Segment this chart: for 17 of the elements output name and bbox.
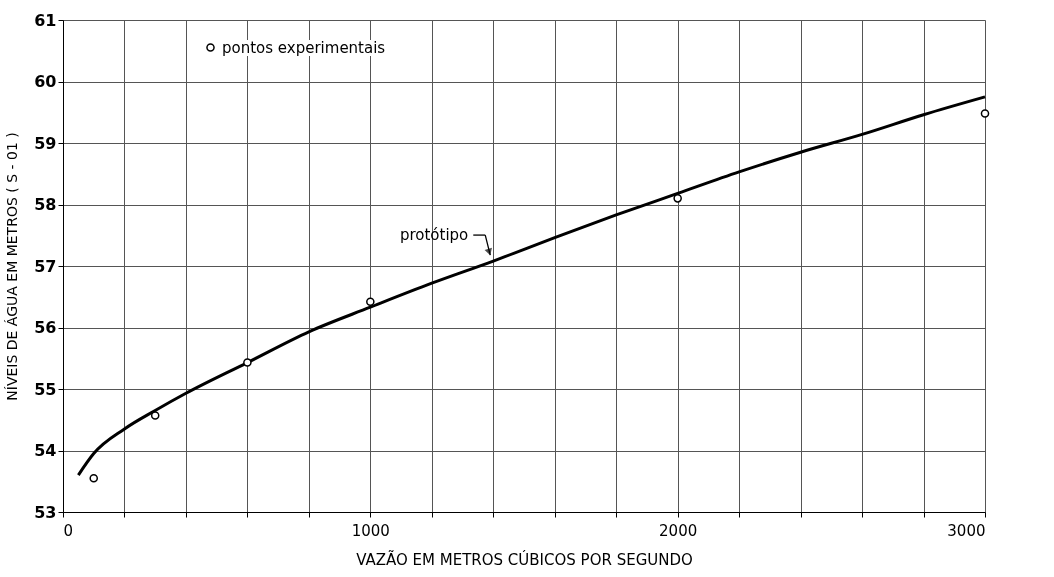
y-tick-label: 57 xyxy=(34,256,57,276)
y-tick-label: 55 xyxy=(34,379,57,399)
y-tick-label: 54 xyxy=(34,441,57,460)
y-tick-label: 58 xyxy=(34,195,57,214)
y-tick-label: 60 xyxy=(34,72,57,91)
x-tick-label: 1000 xyxy=(351,521,390,540)
line-series xyxy=(76,95,987,477)
y-tick-label: 56 xyxy=(34,318,57,337)
y-tick-label: 53 xyxy=(34,502,57,522)
x-tick-label: 3000 xyxy=(947,521,986,540)
x-tick-label: 2000 xyxy=(659,521,698,540)
y-tick-label: 59 xyxy=(34,133,57,153)
y-tick-label: 61 xyxy=(34,10,57,30)
x-tick-label: 0 xyxy=(63,521,74,540)
y-axis-title: NÍVEIS DE ÁGUA EM METROS ( S - 01 ) xyxy=(4,132,21,401)
x-axis-title: VAZÃO EM METROS CÚBICOS POR SEGUNDO xyxy=(356,549,693,569)
legend-label: pontos experimentais xyxy=(222,38,386,57)
